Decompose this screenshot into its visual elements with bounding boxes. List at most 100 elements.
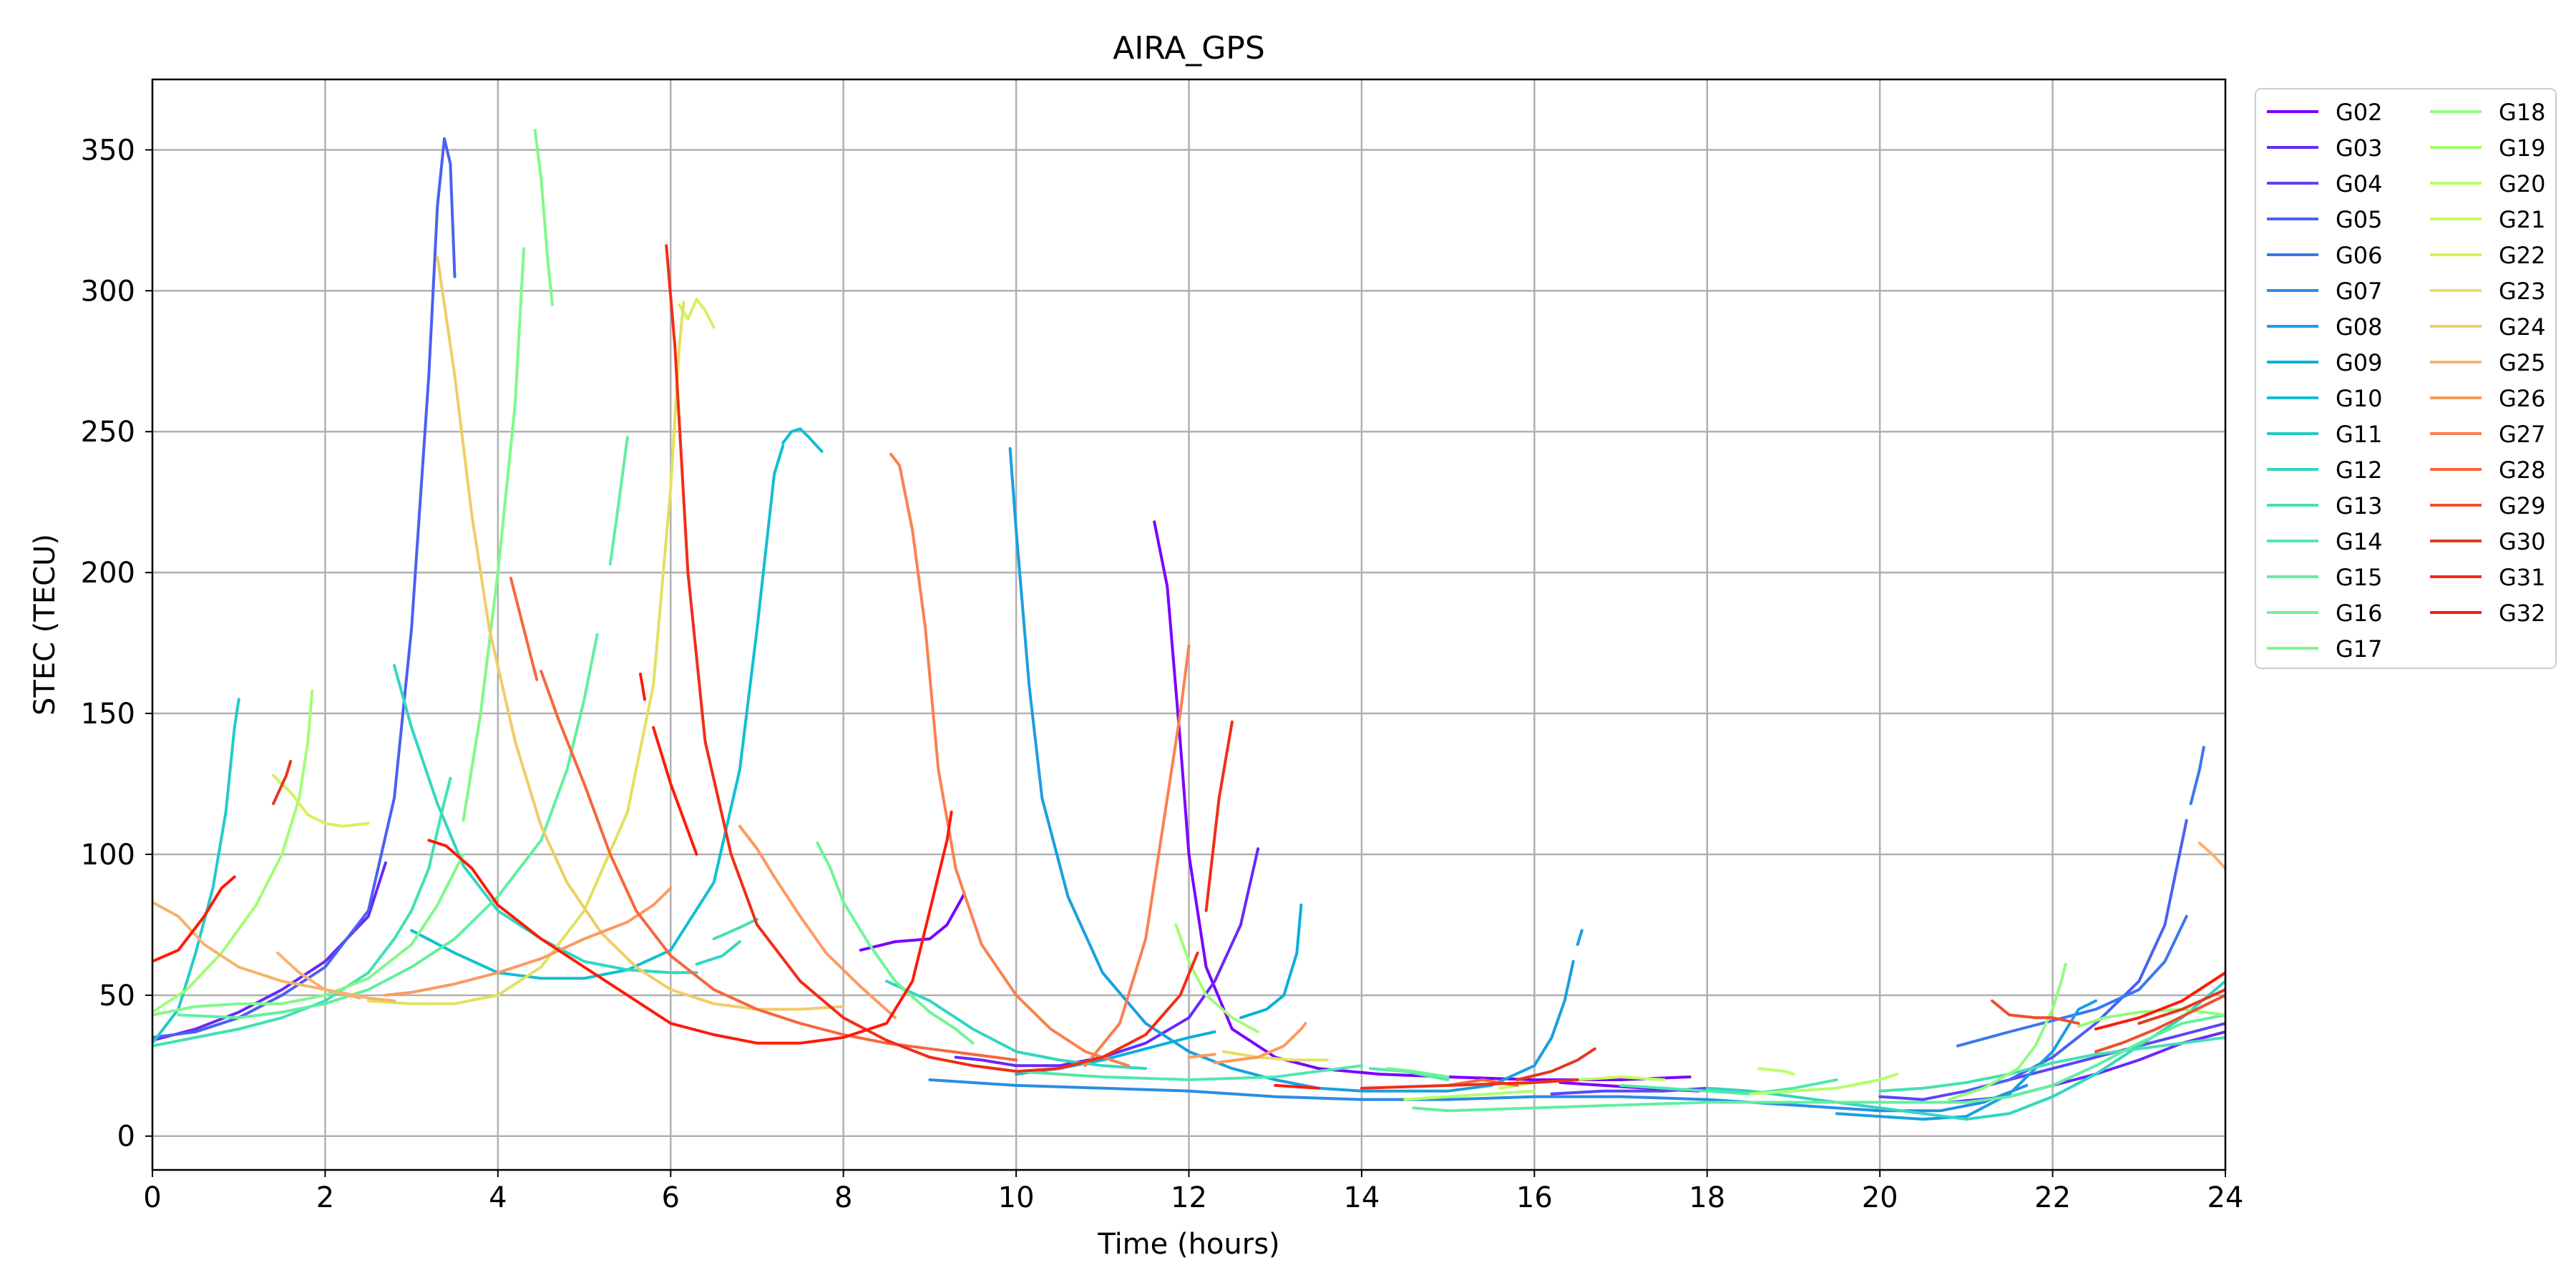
series-line-g19 [152, 689, 314, 1014]
series-line-g32 [2094, 971, 2225, 1031]
legend-label-g08: G08 [2336, 313, 2383, 341]
series-line-g12 [885, 980, 1148, 1070]
legend-label-g22: G22 [2499, 242, 2546, 269]
series-line-g12 [393, 664, 698, 975]
y-axis-ticks: 0 50 100 150 200 250 300 350 [81, 134, 152, 1153]
series-line-g14 [1619, 1078, 1838, 1096]
legend-label-g18: G18 [2499, 99, 2546, 126]
series-line-g03 [152, 861, 387, 1042]
series-line-g05 [1964, 819, 2188, 1093]
series-line-g32 [427, 810, 953, 1045]
y-tick-label: 150 [81, 698, 135, 731]
series-line-g23 [366, 301, 686, 1005]
series-line-g31 [665, 244, 1199, 1073]
legend-label-g29: G29 [2499, 492, 2546, 519]
series-line-g13 [1878, 1035, 2225, 1093]
x-tick-label: 8 [834, 1181, 852, 1214]
legend-label-g06: G06 [2336, 242, 2383, 269]
series-line-g16 [816, 841, 975, 1045]
legend-label-g07: G07 [2336, 278, 2383, 305]
legend-label-g19: G19 [2499, 135, 2546, 162]
series-line-g17 [152, 852, 465, 1017]
series-line-g32 [639, 672, 646, 701]
legend-label-g15: G15 [2336, 564, 2383, 591]
series-line-g26 [738, 824, 897, 1020]
legend-label-g14: G14 [2336, 528, 2383, 555]
series-line-g08 [1835, 999, 2097, 1121]
series-line-g31 [1360, 1078, 1579, 1090]
y-tick-label: 100 [81, 839, 135, 872]
y-tick-label: 350 [81, 134, 135, 167]
legend-label-g09: G09 [2336, 349, 2383, 376]
x-tick-label: 18 [1689, 1181, 1725, 1214]
series-line-g32 [152, 875, 236, 963]
legend-label-g32: G32 [2499, 600, 2546, 627]
series-line-g02 [859, 892, 966, 952]
series-line-g21 [1757, 1067, 1795, 1076]
legend-label-g31: G31 [2499, 564, 2546, 591]
series-line-g19 [1174, 923, 1260, 1033]
series-line-g22 [272, 774, 370, 828]
series-line-g30 [2137, 988, 2225, 1025]
series-line-g03 [954, 847, 1260, 1068]
x-tick-label: 20 [1862, 1181, 1898, 1214]
series-line-g26 [384, 887, 673, 997]
legend-label-g24: G24 [2499, 313, 2546, 341]
x-tick-label: 0 [143, 1181, 161, 1214]
legend-label-g02: G02 [2336, 99, 2383, 126]
series-line-g25 [276, 951, 361, 1000]
series-line-g18 [2077, 1008, 2225, 1028]
series-line-g17 [533, 128, 554, 306]
series-line-g20 [1403, 1089, 1536, 1101]
series-line-g06 [1956, 914, 2188, 1048]
series-line-g26 [1187, 1053, 1216, 1059]
x-tick-label: 6 [662, 1181, 680, 1214]
legend-label-g21: G21 [2499, 206, 2546, 233]
x-tick-label: 24 [2207, 1181, 2244, 1214]
series-line-g12 [695, 940, 741, 966]
series-line-g30 [1516, 1047, 1596, 1081]
series-line-g25 [152, 900, 396, 1002]
series-line-g24 [436, 255, 845, 1011]
series-line-g15 [1412, 1013, 2225, 1113]
series-line-g30 [272, 760, 293, 806]
legend-label-g28: G28 [2499, 457, 2546, 484]
legend-label-g26: G26 [2499, 385, 2546, 412]
legend-box [2255, 88, 2557, 669]
series-line-g13 [712, 917, 758, 941]
series-line-g15 [608, 436, 629, 566]
series-line-g10 [410, 444, 785, 980]
series-line-g29 [2094, 993, 2225, 1053]
series-line-g06 [2189, 746, 2205, 806]
series-line-g17 [462, 247, 525, 822]
series-line-g22 [678, 298, 716, 329]
series-line-g26 [1213, 1022, 1307, 1065]
y-tick-label: 50 [99, 980, 135, 1013]
legend-label-g23: G23 [2499, 278, 2546, 305]
legend-label-g17: G17 [2336, 635, 2383, 663]
legend-label-g05: G05 [2336, 206, 2383, 233]
series-line-g04 [1878, 1022, 2225, 1101]
series-line-g08 [1008, 447, 1575, 1093]
series-line-g09 [1239, 903, 1303, 1020]
series-line-g28 [540, 670, 1018, 1062]
series-line-g07 [928, 1078, 2029, 1113]
x-tick-label: 22 [2034, 1181, 2071, 1214]
x-axis-label: Time (hours) [1097, 1228, 1279, 1261]
y-tick-label: 0 [117, 1121, 135, 1153]
x-tick-label: 10 [998, 1181, 1035, 1214]
legend-label-g25: G25 [2499, 349, 2546, 376]
legend-label-g10: G10 [2336, 385, 2383, 412]
legend-label-g20: G20 [2499, 170, 2546, 197]
legend-label-g04: G04 [2336, 170, 2383, 197]
series-line-g31 [1204, 720, 1234, 912]
series-line-g15 [177, 633, 599, 1020]
y-axis-label: STEC (TECU) [29, 534, 62, 716]
series-line-g08 [1576, 929, 1584, 946]
legend-label-g03: G03 [2336, 135, 2383, 162]
x-tick-label: 16 [1516, 1181, 1553, 1214]
legend-label-g11: G11 [2336, 421, 2383, 448]
y-tick-label: 250 [81, 416, 135, 449]
legend-label-g27: G27 [2499, 421, 2546, 448]
